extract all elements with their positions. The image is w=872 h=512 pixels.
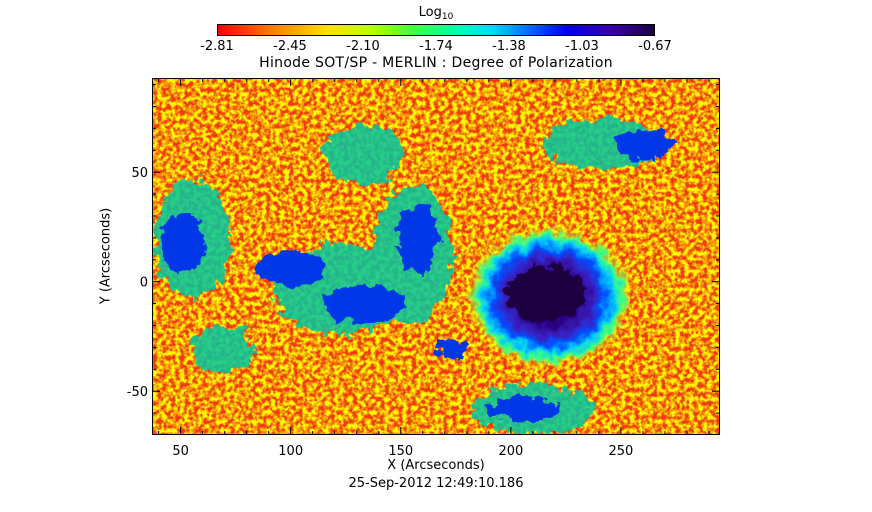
- x-tick-label: 200: [498, 444, 523, 459]
- y-tick-label: 0: [140, 276, 148, 291]
- colorbar-tick-label: -1.03: [565, 39, 599, 54]
- chart-title: Hinode SOT/SP - MERLIN : Degree of Polar…: [259, 55, 613, 71]
- y-tick-label: 50: [131, 166, 148, 181]
- colorbar-title-subscript: 10: [441, 12, 454, 22]
- colorbar: [217, 24, 655, 36]
- x-tick-label: 50: [172, 444, 189, 459]
- y-tick-label: -50: [127, 385, 148, 400]
- colorbar-tick-label: -2.45: [273, 39, 307, 54]
- colorbar-title-text: Log: [418, 5, 442, 20]
- colorbar-tick-labels: -2.81 -2.45 -2.10 -1.74 -1.38 -1.03 -0.67: [0, 40, 872, 54]
- sunspot: [467, 227, 631, 367]
- x-tick-label: 100: [278, 444, 303, 459]
- colorbar-tick-label: -0.67: [638, 39, 672, 54]
- y-axis-label: Y (Arcseconds): [98, 207, 114, 305]
- timestamp: 25-Sep-2012 12:49:10.186: [348, 476, 524, 491]
- polarization-map: [152, 78, 720, 435]
- colorbar-tick-label: -2.81: [200, 39, 234, 54]
- colorbar-tick-label: -1.38: [492, 39, 526, 54]
- x-tick-label: 250: [609, 444, 634, 459]
- polarization-image: [153, 79, 719, 434]
- colorbar-tick-label: -2.10: [346, 39, 380, 54]
- x-tick-label: 150: [388, 444, 413, 459]
- plage-network: [155, 119, 673, 434]
- colorbar-tick-label: -1.74: [419, 39, 453, 54]
- x-axis-label: X (Arcseconds): [387, 458, 485, 473]
- colorbar-title: Log10: [0, 6, 872, 24]
